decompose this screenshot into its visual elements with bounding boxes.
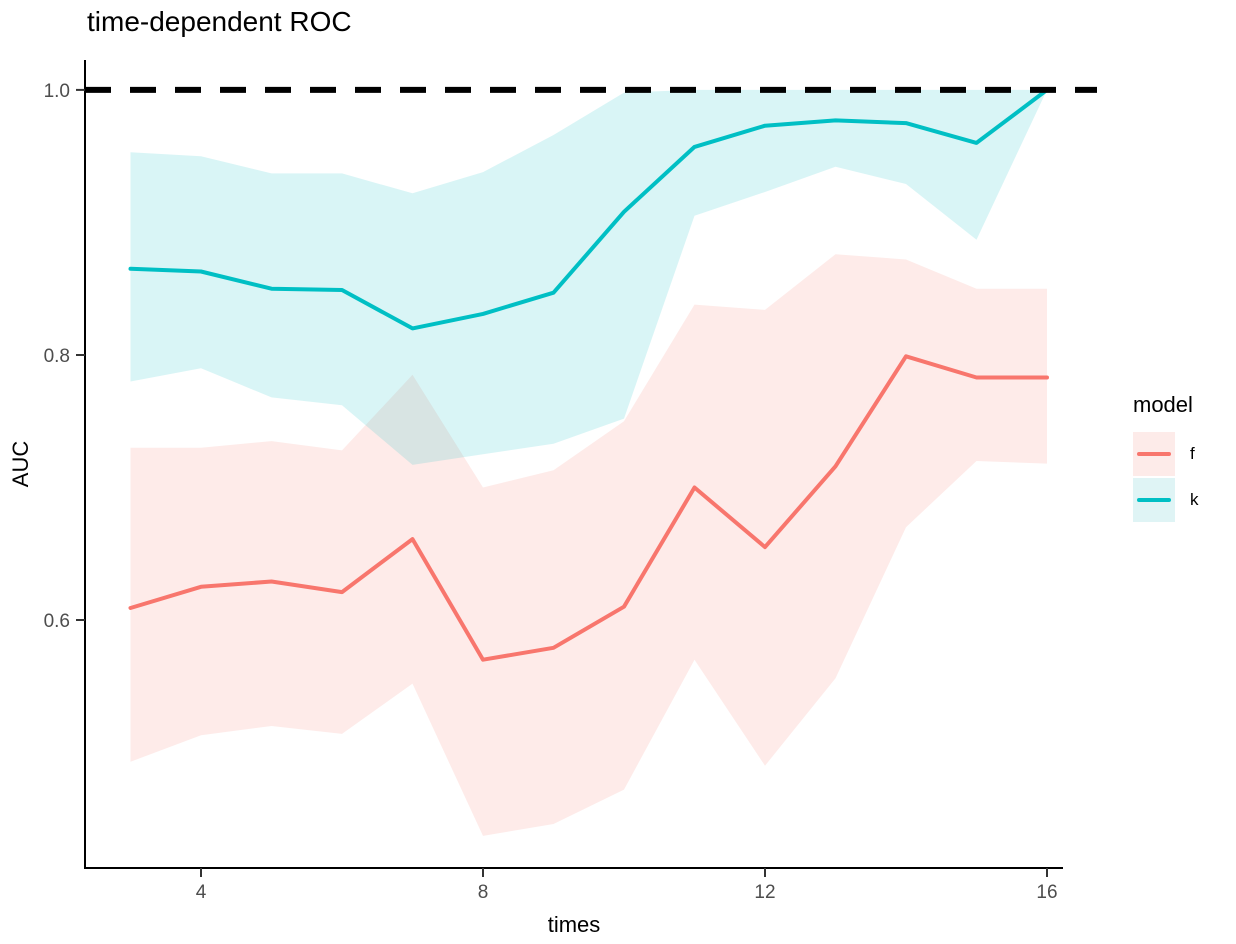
y-tick-label: 0.6 bbox=[44, 611, 70, 632]
line-k bbox=[128, 87, 1049, 331]
x-tick-label: 12 bbox=[754, 882, 775, 903]
ribbon-k bbox=[130, 89, 1047, 465]
ribbon-f bbox=[130, 254, 1047, 836]
legend-key-f bbox=[1133, 432, 1175, 476]
x-axis-title: times bbox=[547, 912, 601, 937]
legend: model f k bbox=[1133, 392, 1236, 524]
y-axis-title: AUC bbox=[8, 440, 33, 488]
legend-label-f: f bbox=[1190, 444, 1195, 463]
legend-entry-f: f bbox=[1133, 432, 1236, 476]
legend-key-k bbox=[1133, 478, 1175, 522]
legend-title: model bbox=[1133, 392, 1193, 417]
legend-label-k: k bbox=[1190, 490, 1199, 509]
legend-entry-k: k bbox=[1133, 478, 1236, 522]
y-tick-label: 1.0 bbox=[44, 81, 70, 102]
x-tick-label: 8 bbox=[478, 882, 489, 903]
legend-line-swatch-f bbox=[1137, 452, 1171, 456]
y-tick-label: 0.8 bbox=[44, 346, 70, 367]
line-f bbox=[128, 354, 1049, 662]
x-tick-label: 4 bbox=[196, 882, 207, 903]
x-tick-label: 16 bbox=[1036, 882, 1057, 903]
legend-line-swatch-k bbox=[1137, 498, 1171, 502]
plot-title: time-dependent ROC bbox=[87, 6, 352, 37]
